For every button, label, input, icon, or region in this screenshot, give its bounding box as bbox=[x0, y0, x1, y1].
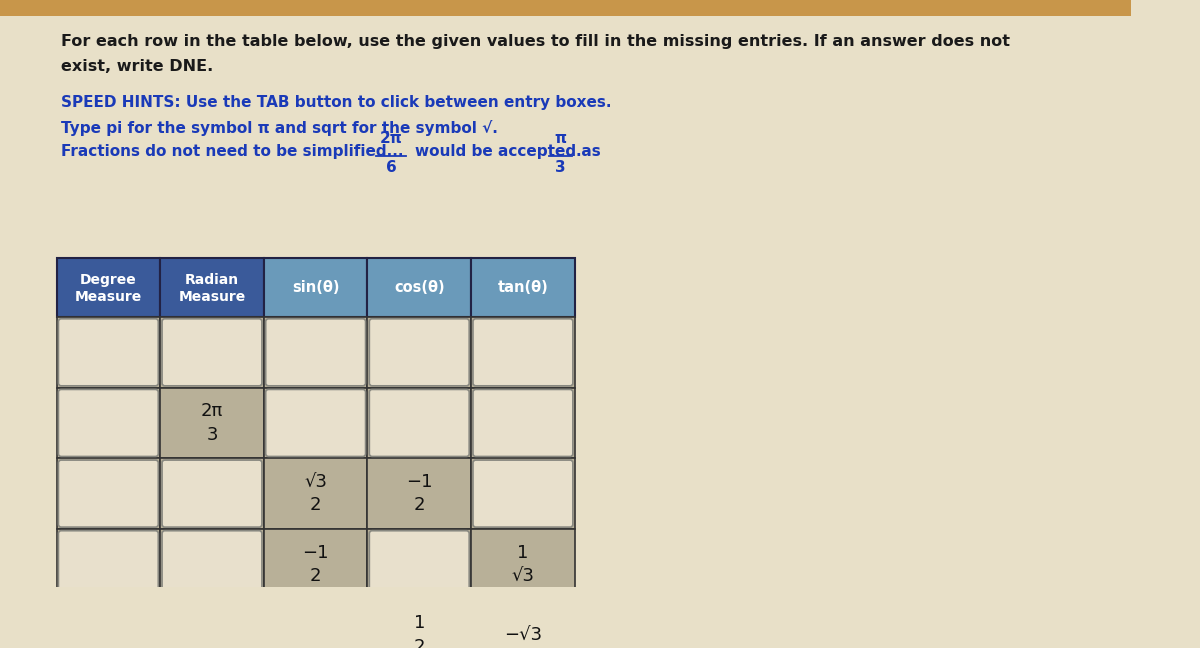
Bar bbox=[367, 388, 472, 458]
FancyBboxPatch shape bbox=[59, 319, 158, 386]
Bar bbox=[264, 388, 367, 458]
Text: Degree: Degree bbox=[80, 273, 137, 287]
Text: 2: 2 bbox=[310, 567, 322, 585]
FancyBboxPatch shape bbox=[473, 389, 572, 456]
Text: 2π: 2π bbox=[200, 402, 223, 421]
Bar bbox=[472, 458, 575, 529]
Text: 1: 1 bbox=[517, 544, 529, 562]
Bar bbox=[264, 258, 367, 317]
Bar bbox=[160, 458, 264, 529]
Bar bbox=[367, 258, 472, 317]
FancyBboxPatch shape bbox=[370, 319, 469, 386]
Text: sin(θ): sin(θ) bbox=[292, 280, 340, 295]
Bar bbox=[264, 317, 367, 388]
Bar bbox=[160, 599, 264, 648]
Bar bbox=[367, 529, 472, 599]
Bar bbox=[56, 458, 160, 529]
Bar bbox=[264, 599, 367, 648]
Text: 3: 3 bbox=[206, 426, 217, 444]
Text: −√3: −√3 bbox=[504, 626, 542, 644]
Bar bbox=[472, 317, 575, 388]
FancyBboxPatch shape bbox=[162, 531, 262, 597]
Text: 2π: 2π bbox=[379, 131, 402, 146]
Bar bbox=[160, 388, 264, 458]
Bar bbox=[367, 599, 472, 648]
Bar bbox=[472, 258, 575, 317]
FancyBboxPatch shape bbox=[59, 389, 158, 456]
Text: 60: 60 bbox=[97, 343, 120, 362]
FancyBboxPatch shape bbox=[370, 389, 469, 456]
Text: −1: −1 bbox=[406, 473, 432, 491]
Bar bbox=[56, 258, 160, 317]
FancyBboxPatch shape bbox=[59, 531, 158, 597]
Text: 2: 2 bbox=[310, 496, 322, 515]
Bar bbox=[160, 317, 264, 388]
Text: π: π bbox=[554, 131, 566, 146]
Bar bbox=[56, 529, 160, 599]
Bar bbox=[472, 599, 575, 648]
FancyBboxPatch shape bbox=[162, 319, 262, 386]
Bar bbox=[0, 0, 1130, 16]
FancyBboxPatch shape bbox=[473, 319, 572, 386]
Text: would be accepted as: would be accepted as bbox=[414, 144, 600, 159]
Text: −1: −1 bbox=[302, 544, 329, 562]
Text: tan(θ): tan(θ) bbox=[498, 280, 548, 295]
Text: cos(θ): cos(θ) bbox=[394, 280, 444, 295]
Text: 2: 2 bbox=[414, 496, 425, 515]
FancyBboxPatch shape bbox=[265, 601, 366, 648]
Bar bbox=[56, 388, 160, 458]
Text: Fractions do not need to be simplified...: Fractions do not need to be simplified..… bbox=[61, 144, 403, 159]
Text: 1: 1 bbox=[103, 555, 114, 573]
Bar bbox=[56, 317, 160, 388]
FancyBboxPatch shape bbox=[265, 389, 366, 456]
Text: SPEED HINTS: Use the TAB button to click between entry boxes.: SPEED HINTS: Use the TAB button to click… bbox=[61, 95, 612, 110]
Bar bbox=[160, 258, 264, 317]
Text: exist, write DNE.: exist, write DNE. bbox=[61, 59, 214, 74]
FancyBboxPatch shape bbox=[162, 460, 262, 527]
Text: 3: 3 bbox=[556, 160, 566, 176]
Bar bbox=[264, 458, 367, 529]
Text: Measure: Measure bbox=[74, 290, 142, 304]
Bar bbox=[367, 317, 472, 388]
FancyBboxPatch shape bbox=[59, 601, 158, 648]
Text: Measure: Measure bbox=[179, 290, 246, 304]
FancyBboxPatch shape bbox=[265, 319, 366, 386]
Text: For each row in the table below, use the given values to fill in the missing ent: For each row in the table below, use the… bbox=[61, 34, 1010, 49]
Bar bbox=[56, 599, 160, 648]
Bar bbox=[472, 388, 575, 458]
FancyBboxPatch shape bbox=[473, 460, 572, 527]
Text: 2: 2 bbox=[414, 638, 425, 648]
Text: .: . bbox=[576, 144, 581, 159]
Bar bbox=[367, 458, 472, 529]
FancyBboxPatch shape bbox=[59, 460, 158, 527]
Bar bbox=[472, 529, 575, 599]
Text: √3: √3 bbox=[511, 567, 534, 585]
Bar bbox=[264, 529, 367, 599]
Text: √3: √3 bbox=[304, 473, 328, 491]
Text: 1: 1 bbox=[414, 614, 425, 632]
Bar bbox=[160, 529, 264, 599]
FancyBboxPatch shape bbox=[370, 531, 469, 597]
Text: Type pi for the symbol π and sqrt for the symbol √.: Type pi for the symbol π and sqrt for th… bbox=[61, 119, 498, 135]
FancyBboxPatch shape bbox=[162, 601, 262, 648]
Text: 6: 6 bbox=[385, 160, 396, 176]
Text: Radian: Radian bbox=[185, 273, 239, 287]
